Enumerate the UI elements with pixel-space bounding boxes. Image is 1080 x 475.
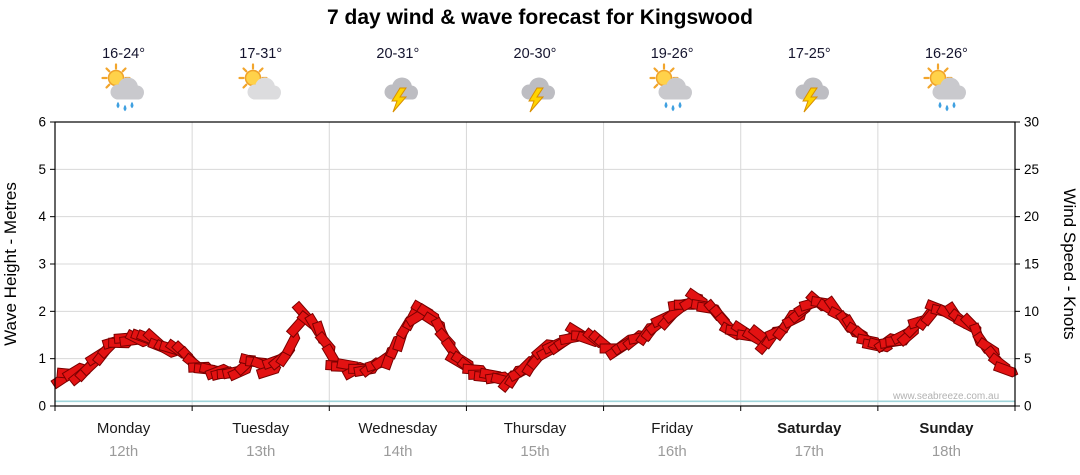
storm-icon [372, 63, 424, 120]
cloud-icon [932, 77, 967, 100]
chart-title: 7 day wind & wave forecast for Kingswood [327, 6, 753, 29]
cloud-icon [247, 77, 281, 100]
right-tick-label: 30 [1024, 115, 1039, 130]
day-date-label: 17th [794, 443, 824, 460]
raindrop-icon [130, 101, 134, 109]
gridlines [55, 122, 1015, 406]
day-name-label: Friday [651, 420, 693, 437]
left-tick-label: 0 [38, 399, 46, 414]
day-date-label: 18th [931, 443, 962, 460]
day-name-label: Saturday [777, 420, 842, 437]
right-tick-label: 20 [1024, 209, 1039, 224]
sun-cloud-rain-icon [98, 63, 150, 120]
watermark: www.seabreeze.com.au [893, 391, 1000, 402]
temperature-range-label: 17-25° [787, 46, 831, 62]
wind-arrow-icon [281, 331, 301, 357]
raindrop-icon [678, 101, 682, 109]
raindrop-icon [116, 101, 120, 109]
cloud-icon [110, 77, 144, 100]
right-tick-label: 5 [1024, 351, 1032, 366]
temperature-range-label: 19-26° [650, 46, 694, 62]
day-name-label: Tuesday [232, 420, 290, 437]
right-axis-title: Wind Speed - Knots [1060, 188, 1079, 339]
right-tick-label: 10 [1024, 304, 1039, 319]
day-date-label: 16th [657, 443, 687, 460]
left-tick-label: 3 [38, 257, 46, 272]
left-tick-label: 2 [38, 304, 46, 319]
right-tick-label: 0 [1024, 399, 1032, 414]
cloud-icon [384, 77, 418, 100]
left-tick-label: 6 [38, 115, 46, 130]
day-date-label: 12th [108, 443, 139, 460]
day-date-label: 14th [383, 443, 413, 460]
storm-icon [783, 63, 835, 120]
temperature-range-label: 20-30° [513, 46, 557, 62]
temperature-range-label: 16-26° [924, 46, 968, 62]
raindrop-icon [952, 101, 956, 109]
day-name-label: Wednesday [358, 420, 438, 437]
raindrop-icon [664, 101, 668, 109]
temperature-range-label: 20-31° [376, 46, 420, 62]
raindrop-icon [938, 101, 942, 109]
sun-cloud-rain-icon [920, 63, 972, 120]
left-tick-label: 1 [38, 351, 46, 366]
day-name-label: Thursday [503, 420, 567, 437]
lightning-icon [528, 87, 545, 113]
raindrop-icon [945, 104, 949, 112]
left-tick-label: 5 [38, 162, 46, 177]
lightning-icon [802, 87, 819, 113]
right-tick-label: 25 [1024, 162, 1039, 177]
day-date-label: 13th [246, 443, 276, 460]
temperature-range-label: 17-31° [239, 46, 283, 62]
day-date-label: 15th [520, 443, 550, 460]
storm-icon [509, 63, 561, 120]
cloud-icon [658, 77, 693, 100]
raindrop-icon [123, 104, 127, 112]
temperature-range-label: 16-24° [102, 46, 146, 62]
raindrop-icon [671, 104, 675, 112]
day-name-label: Sunday [919, 420, 974, 437]
sun-cloud-icon [235, 63, 287, 120]
right-tick-label: 15 [1024, 257, 1039, 272]
day-name-label: Monday [96, 420, 151, 437]
left-axis-title: Wave Height - Metres [1, 182, 20, 346]
wind-speed-markers [50, 287, 1019, 393]
left-tick-label: 4 [38, 209, 46, 224]
lightning-icon [390, 87, 407, 113]
sun-cloud-rain-icon [646, 63, 698, 120]
axis-ticks-labels: 0 1 2 3 4 5 6 0 5 10 15 20 25 30 [38, 115, 1039, 414]
